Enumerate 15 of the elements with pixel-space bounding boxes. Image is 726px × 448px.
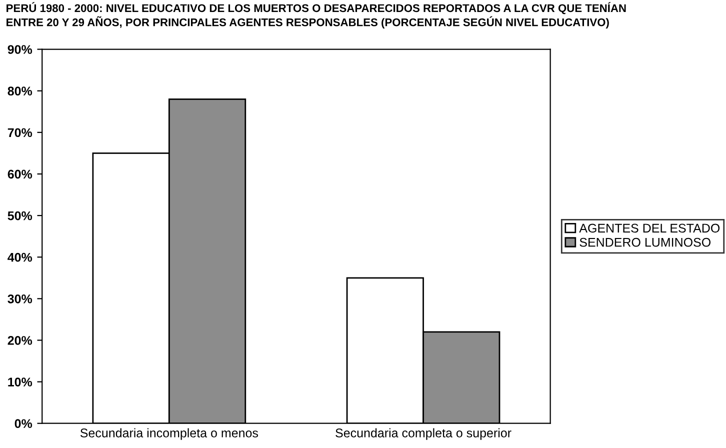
legend-label: SENDERO LUMINOSO (580, 238, 711, 247)
y-tick-label: 80% (8, 86, 32, 96)
y-tick-label: 0% (14, 419, 32, 428)
y-tick-label: 10% (8, 378, 32, 386)
legend-label: AGENTES DEL ESTADO (579, 224, 720, 233)
y-tick-label: 50% (8, 211, 32, 220)
y-tick-label: 70% (8, 128, 32, 138)
y-tick-label: 30% (8, 294, 32, 304)
y-tick-label: 20% (8, 336, 32, 345)
y-tick-label: 60% (8, 170, 32, 179)
y-tick-label: 40% (8, 252, 32, 262)
x-tick-label: Secundaria completa o superior (336, 428, 512, 440)
chart-title: PERÚ 1980 - 2000: NIVEL EDUCATIVO DE LOS MUERTOS O DESAPARECIDOS REPORTADOS A LA CVR QUE TENÍAN ENTRE 20 Y 29 AÑOS, POR PRINCIPALES AGENTES RESPONSABLES (PORCENTAJE SEGÚN NIVEL EDUCATIVO) (6, 2, 626, 28)
x-tick-label: Secundaria incompleta o menos (80, 428, 258, 440)
y-tick-label: 90% (8, 45, 32, 54)
